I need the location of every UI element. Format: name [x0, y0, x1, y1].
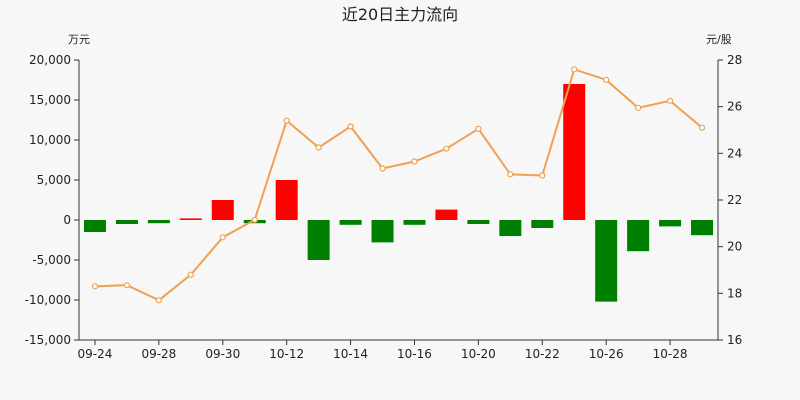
- x-axis-tick-label: 10-20: [461, 347, 496, 361]
- price-point: [666, 97, 674, 104]
- x-axis-tick-label: 10-12: [269, 347, 304, 361]
- right-axis-tick-label: 22: [727, 193, 742, 207]
- outflow-bar: [307, 220, 330, 260]
- inflow-bar: [275, 180, 298, 220]
- chart-title: 近20日主力流向: [342, 5, 458, 24]
- right-axis-tick-label: 24: [727, 146, 742, 160]
- price-point: [603, 76, 610, 83]
- right-axis-tick-label: 28: [727, 53, 742, 67]
- right-axis-unit: 元/股: [706, 33, 732, 46]
- outflow-bar: [659, 220, 682, 227]
- outflow-bar: [339, 220, 362, 225]
- price-point: [411, 158, 418, 165]
- right-axis-tick-label: 16: [727, 333, 742, 347]
- price-line: [94, 68, 703, 302]
- outflow-bar: [499, 220, 522, 236]
- price-point: [698, 124, 706, 131]
- left-axis-tick-label: -15,000: [25, 333, 71, 347]
- price-point: [91, 283, 99, 290]
- price-point: [507, 171, 514, 178]
- price-point: [347, 123, 354, 130]
- left-axis-tick-label: -5,000: [32, 253, 71, 267]
- inflow-bar: [563, 84, 586, 220]
- outflow-bar: [531, 220, 554, 228]
- left-axis-tick-label: 20,000: [29, 53, 71, 67]
- x-axis-tick-label: 10-22: [525, 347, 560, 361]
- outflow-bar: [371, 220, 394, 243]
- price-point: [635, 104, 642, 111]
- outflow-bar: [83, 220, 106, 232]
- price-point: [379, 165, 386, 172]
- outflow-bar: [691, 220, 714, 236]
- x-axis-tick-label: 09-24: [78, 347, 113, 361]
- x-axis-tick-label: 10-28: [653, 347, 688, 361]
- outflow-bar: [115, 220, 138, 224]
- price-point: [283, 117, 290, 124]
- price-point: [187, 271, 194, 278]
- price-point: [123, 282, 131, 289]
- x-axis-tick-label: 10-14: [333, 347, 368, 361]
- x-axis-tick-label: 10-26: [589, 347, 624, 361]
- left-axis-tick-label: 5,000: [37, 173, 71, 187]
- price-point: [475, 125, 482, 132]
- inflow-bar: [211, 200, 234, 220]
- price-point: [571, 66, 578, 73]
- price-point: [315, 144, 322, 151]
- outflow-bar: [467, 220, 490, 224]
- right-axis-tick-label: 20: [727, 240, 742, 254]
- left-axis-tick-label: -10,000: [25, 293, 71, 307]
- outflow-bar: [403, 220, 426, 225]
- left-axis-tick-label: 10,000: [29, 133, 71, 147]
- inflow-bar: [179, 218, 202, 220]
- x-axis-tick-label: 09-30: [205, 347, 240, 361]
- price-point: [219, 234, 226, 241]
- outflow-bar: [595, 220, 618, 302]
- x-axis-tick-label: 10-16: [397, 347, 432, 361]
- inflow-bar: [435, 209, 458, 220]
- price-point: [539, 172, 546, 179]
- outflow-bar: [147, 220, 170, 224]
- price-point: [443, 145, 450, 152]
- x-axis-tick-label: 09-28: [141, 347, 176, 361]
- left-axis-tick-label: 15,000: [29, 93, 71, 107]
- outflow-bar: [627, 220, 650, 252]
- right-axis-tick-label: 18: [727, 286, 742, 300]
- price-point: [251, 216, 258, 223]
- left-axis-unit: 万元: [68, 33, 90, 46]
- price-point: [155, 297, 162, 304]
- left-axis-tick-label: 0: [63, 213, 71, 227]
- right-axis-tick-label: 26: [727, 100, 742, 114]
- plot-area: -15,000 -10,000 -5,000 0 5,000 10,000 15,000 20…: [25, 53, 743, 361]
